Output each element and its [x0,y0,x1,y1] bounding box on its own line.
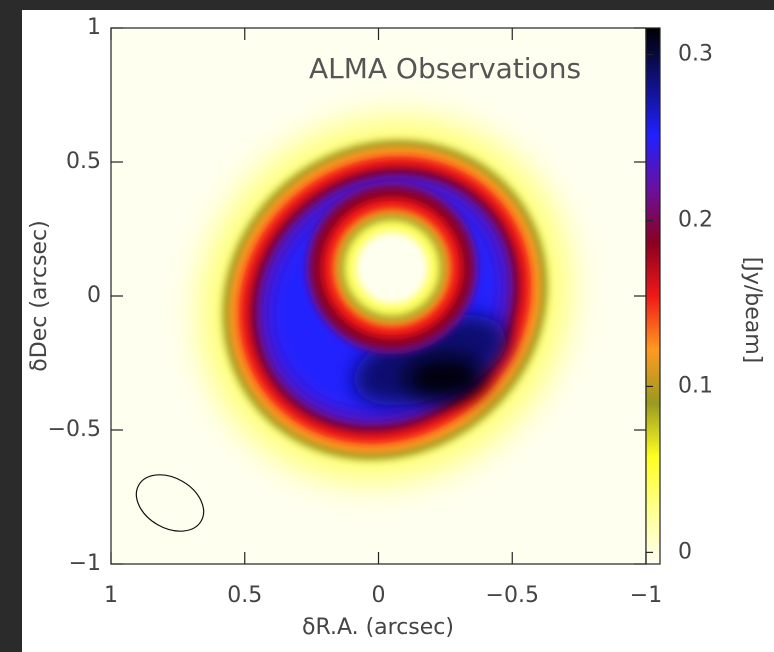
y-axis-label: δDec (arcsec) [27,220,52,371]
y-tick-label: −1 [69,551,101,576]
x-tick-label: 0.5 [227,583,262,608]
x-axis-label: δR.A. (arcsec) [302,615,454,640]
colorbar-tick-label: 0.1 [678,373,713,398]
x-tick-label: 0 [372,583,386,608]
y-tick-label: 0 [87,283,101,308]
dark-peak [405,356,485,400]
x-tick-label: −0.5 [486,583,539,608]
colorbar-label: [Jy/beam] [740,257,765,364]
colorbar [646,28,660,564]
colorbar-tick-label: 0.2 [678,207,713,232]
y-tick-label: 1 [87,15,101,40]
colorbar-tick-label: 0 [678,539,692,564]
x-tick-label: −1 [630,583,662,608]
x-tick-label: 1 [104,583,118,608]
hole-band [356,232,428,304]
chart-title: ALMA Observations [309,52,581,85]
colorbar-tick-label: 0.3 [678,42,713,67]
y-tick-label: 0.5 [66,149,101,174]
y-tick-label: −0.5 [48,417,101,442]
chart: ALMA Observations δR.A. (arcsec) δDec (a… [0,0,774,652]
